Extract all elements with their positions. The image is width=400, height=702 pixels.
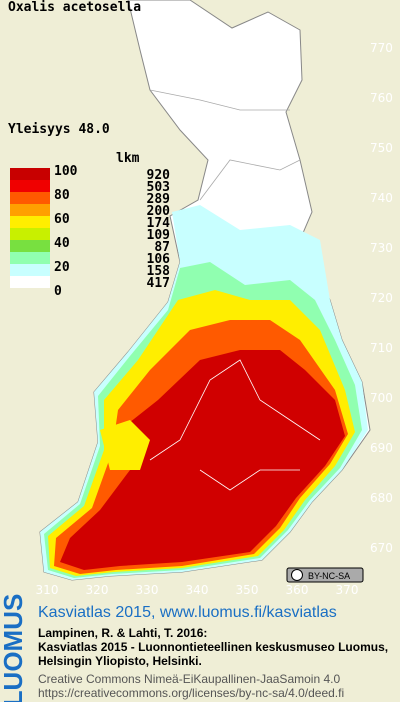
legend-swatch xyxy=(10,228,50,240)
legend-level: 100 xyxy=(54,164,78,179)
legend-count: 87 xyxy=(154,240,170,255)
legend-swatch xyxy=(10,180,50,192)
legend-swatch xyxy=(10,276,50,288)
legend-count: 417 xyxy=(147,276,170,291)
y-tick-label: 690 xyxy=(370,441,393,455)
x-tick-label: 360 xyxy=(286,583,309,597)
y-tick-label: 740 xyxy=(370,191,393,205)
legend-level: 20 xyxy=(54,260,70,275)
legend-swatch xyxy=(10,252,50,264)
y-tick-label: 680 xyxy=(370,491,393,505)
x-tick-label: 340 xyxy=(186,583,209,597)
province-border xyxy=(199,469,300,491)
y-tick-label: 720 xyxy=(370,291,393,305)
cc-icon xyxy=(291,569,303,581)
species-title: Oxalis acetosella xyxy=(8,0,141,15)
legend-swatch xyxy=(10,204,50,216)
legend-level: 0 xyxy=(54,284,62,299)
province-border xyxy=(149,359,321,461)
x-tick-label: 330 xyxy=(136,583,159,597)
y-tick-label: 670 xyxy=(370,541,393,555)
y-tick-label: 700 xyxy=(370,391,393,405)
legend-count: 289 xyxy=(147,192,170,207)
count-header: lkm xyxy=(116,151,140,166)
zone-red xyxy=(60,350,345,570)
map xyxy=(39,0,371,581)
x-tick-label: 310 xyxy=(36,583,59,597)
lake-zone xyxy=(100,420,150,470)
legend-count: 503 xyxy=(147,180,170,195)
legend-level: 40 xyxy=(54,236,70,251)
x-tick-label: 350 xyxy=(236,583,259,597)
badge-box xyxy=(286,567,364,583)
citation-line: Helsingin Yliopisto, Helsinki. xyxy=(38,654,202,668)
legend-swatch xyxy=(10,264,50,276)
legend-count: 109 xyxy=(147,228,170,243)
province-border xyxy=(199,159,301,201)
legend-level: 80 xyxy=(54,188,70,203)
legend-swatch xyxy=(10,168,50,180)
y-tick-label: 770 xyxy=(370,41,393,55)
province-border xyxy=(149,89,290,111)
y-tick-label: 730 xyxy=(370,241,393,255)
legend-level: 60 xyxy=(54,212,70,227)
legend-count: 158 xyxy=(147,264,171,279)
legend-swatch xyxy=(10,192,50,204)
x-tick-label: 370 xyxy=(336,583,359,597)
legend-swatch xyxy=(10,216,50,228)
license-badge: BY-NC-SA xyxy=(286,567,364,583)
frequency: Yleisyys 48.0 xyxy=(8,122,110,137)
y-tick-label: 710 xyxy=(370,341,393,355)
badge-text: BY-NC-SA xyxy=(308,571,350,581)
headline: Kasviatlas 2015, www.luomus.fi/kasviatla… xyxy=(38,604,337,621)
logo: LUOMUS xyxy=(0,594,28,702)
x-tick-label: 320 xyxy=(86,583,109,597)
citation-line: Kasviatlas 2015 - Luonnontieteellinen ke… xyxy=(38,640,388,654)
citation-line: Lampinen, R. & Lahti, T. 2016: xyxy=(38,626,207,640)
y-tick-label: 750 xyxy=(370,141,393,155)
license-line: https://creativecommons.org/licenses/by-… xyxy=(38,686,344,700)
y-tick-label: 760 xyxy=(370,91,393,105)
legend-swatch xyxy=(10,240,50,252)
legend-count: 174 xyxy=(147,216,171,231)
license-line: Creative Commons Nimeä-EiKaupallinen-Jaa… xyxy=(38,672,340,686)
legend-count: 920 xyxy=(147,168,171,183)
legend-count: 106 xyxy=(147,252,171,267)
legend-count: 200 xyxy=(147,204,171,219)
